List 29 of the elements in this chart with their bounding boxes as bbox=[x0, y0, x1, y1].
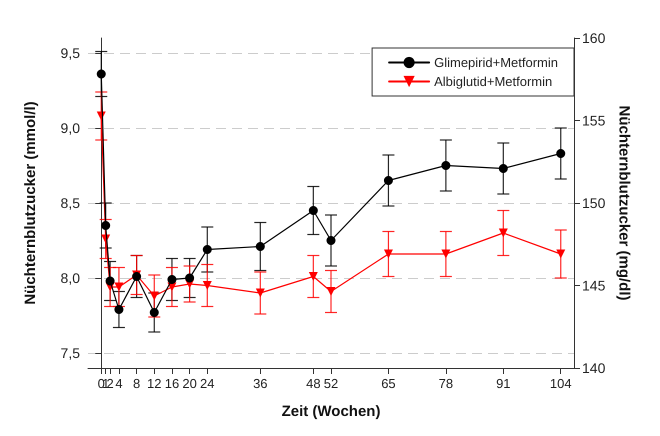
x-tick-label: 36 bbox=[253, 376, 268, 391]
y-tick-label: 9,5 bbox=[60, 45, 80, 61]
x-tick-label: 20 bbox=[182, 376, 197, 391]
y-axis-title: Nüchternblutzucker (mmol/l) bbox=[22, 101, 39, 305]
x-tick-label: 12 bbox=[147, 376, 162, 391]
y-tick-label: 7,5 bbox=[60, 345, 80, 361]
x-tick-label: 52 bbox=[324, 376, 338, 391]
y-tick-label: 9,0 bbox=[60, 120, 80, 136]
y2-tick-label: 145 bbox=[582, 278, 606, 294]
x-tick-label: 104 bbox=[550, 376, 572, 391]
x-tick-label: 4 bbox=[115, 376, 123, 391]
y-tick-label: 8,5 bbox=[60, 195, 80, 211]
x-tick-label: 65 bbox=[381, 376, 396, 391]
x-tick-label: 91 bbox=[496, 376, 511, 391]
y-tick-label: 8,0 bbox=[60, 270, 80, 286]
x-tick-label: 0 bbox=[98, 376, 105, 391]
legend-label: Glimepirid+Metformin bbox=[434, 55, 558, 70]
y2-tick-label: 155 bbox=[582, 112, 606, 128]
x-tick-label: 24 bbox=[200, 376, 215, 391]
x-tick-label: 48 bbox=[306, 376, 321, 391]
x-tick-label: 78 bbox=[438, 376, 454, 391]
y2-tick-label: 160 bbox=[582, 30, 606, 46]
x-axis-title: Zeit (Wochen) bbox=[282, 403, 380, 420]
legend-label: Albiglutid+Metformin bbox=[434, 74, 552, 89]
y2-axis-title: Nüchternblutzucker (mg/dl) bbox=[615, 105, 632, 301]
y2-tick-label: 150 bbox=[582, 195, 606, 211]
y2-tick-label: 140 bbox=[582, 360, 606, 376]
x-tick-label: 16 bbox=[164, 376, 180, 391]
x-tick-label: 8 bbox=[132, 376, 140, 391]
